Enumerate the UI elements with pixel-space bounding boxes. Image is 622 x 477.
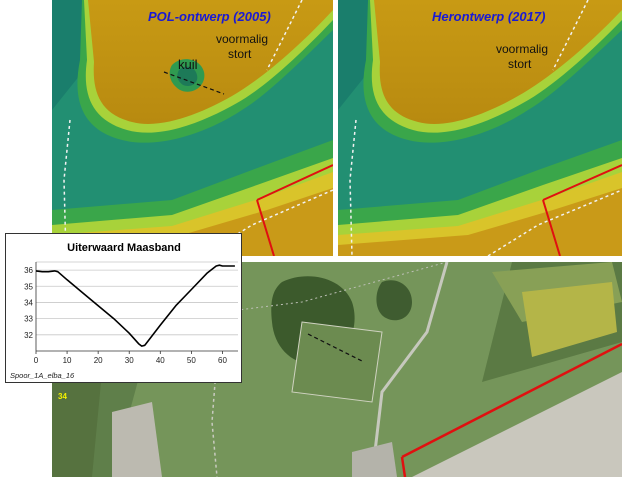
y-tick-label: 35 — [24, 282, 33, 291]
chart-grid — [36, 261, 238, 336]
y-tick-label: 32 — [24, 331, 33, 340]
chart-series — [35, 264, 235, 347]
map-label-stort: stort — [228, 47, 252, 61]
chart-axes — [35, 262, 238, 354]
map-panel-herontwerp: Herontwerp (2017) voormalig stort — [338, 0, 622, 256]
x-tick-label: 0 — [34, 356, 39, 365]
x-tick-label: 30 — [125, 356, 134, 365]
map-panel-pol-ontwerp: POL-ontwerp (2005) kuil voormalig stort — [52, 0, 333, 256]
terrain-model-2017 — [338, 0, 622, 256]
x-tick-label: 60 — [218, 356, 227, 365]
map-label-kuil: kuil — [178, 57, 198, 72]
panel-title: Herontwerp (2017) — [432, 9, 546, 24]
aerial-marker-label: 34 — [58, 392, 67, 401]
x-tick-label: 10 — [63, 356, 72, 365]
y-tick-label: 34 — [24, 298, 33, 307]
map-label-voormalig: voormalig — [496, 42, 549, 56]
profile-source-label: Spoor_1A_elba_16 — [10, 371, 75, 380]
x-tick-label: 20 — [94, 356, 103, 365]
profile-chart-svg: Uiterwaard Maasband 32 33 34 35 36 0 10 20 30 40 5… — [10, 242, 238, 380]
panel-title: POL-ontwerp (2005) — [148, 9, 271, 24]
x-tick-label: 40 — [156, 356, 165, 365]
map-label-stort: stort — [508, 57, 532, 71]
y-tick-label: 33 — [24, 315, 33, 324]
elevation-profile-chart: Uiterwaard Maasband 32 33 34 35 36 0 10 20 30 40 5… — [5, 233, 242, 383]
y-tick-label: 36 — [24, 266, 33, 275]
terrain-model-2005 — [52, 0, 333, 256]
chart-ticks: 32 33 34 35 36 0 10 20 30 40 50 60 — [24, 266, 227, 365]
map-label-voormalig: voormalig — [216, 32, 269, 46]
chart-title: Uiterwaard Maasband — [67, 242, 181, 254]
profile-line — [35, 264, 235, 347]
x-tick-label: 50 — [187, 356, 196, 365]
